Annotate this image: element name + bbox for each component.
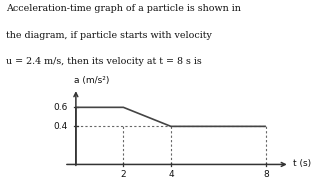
Text: the diagram, if particle starts with velocity: the diagram, if particle starts with vel… <box>6 31 212 40</box>
Text: 2: 2 <box>121 170 126 179</box>
Text: u = 2.4 m/s, then its velocity at t = 8 s is: u = 2.4 m/s, then its velocity at t = 8 … <box>6 57 202 66</box>
Text: Acceleration-time graph of a particle is shown in: Acceleration-time graph of a particle is… <box>6 4 241 13</box>
Text: a (m/s²): a (m/s²) <box>74 76 109 86</box>
Text: 4: 4 <box>168 170 174 179</box>
Text: t (s): t (s) <box>293 159 311 168</box>
Text: 0.4: 0.4 <box>53 122 68 131</box>
Text: 8: 8 <box>263 170 269 179</box>
Text: 0.6: 0.6 <box>53 103 68 112</box>
